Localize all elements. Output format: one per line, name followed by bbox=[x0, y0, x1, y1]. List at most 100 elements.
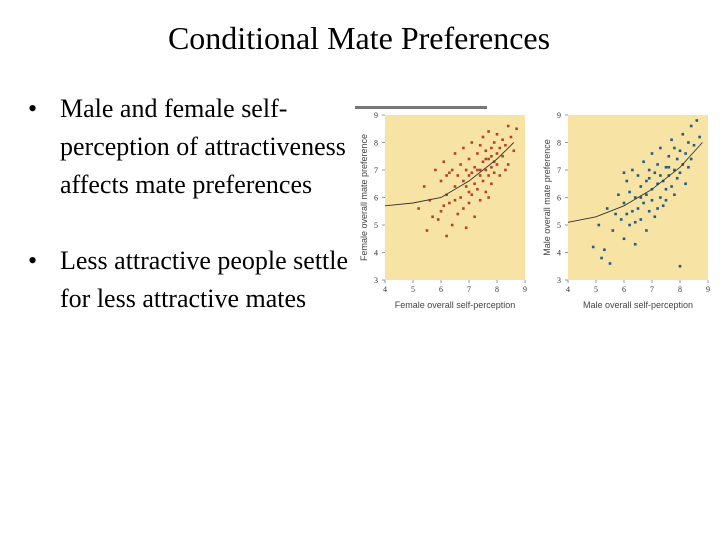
data-point bbox=[689, 157, 693, 161]
data-point bbox=[422, 185, 426, 188]
data-point bbox=[647, 176, 651, 180]
data-point bbox=[656, 163, 659, 166]
data-point bbox=[450, 168, 454, 172]
data-point bbox=[639, 185, 643, 188]
data-point bbox=[639, 196, 643, 199]
data-point bbox=[431, 215, 434, 219]
x-axis-label: Female overall self-perception bbox=[395, 300, 516, 310]
data-point bbox=[636, 207, 640, 210]
data-point bbox=[495, 163, 499, 166]
bullet-item: • Less attractive people settle for less… bbox=[28, 242, 358, 318]
data-point bbox=[467, 190, 471, 194]
data-point bbox=[459, 196, 462, 199]
scatter-figure: 4 5 6 7 8 9 3 4 5 6 7 8 9 Female overall self-percept… bbox=[355, 105, 720, 365]
data-point bbox=[645, 229, 648, 232]
y-tick-label: 4 bbox=[557, 249, 561, 258]
data-point bbox=[689, 124, 693, 128]
data-point bbox=[650, 152, 654, 155]
data-point bbox=[501, 154, 504, 158]
data-point bbox=[667, 154, 671, 158]
data-point bbox=[678, 264, 682, 268]
data-point bbox=[478, 143, 482, 147]
data-point bbox=[492, 171, 496, 175]
data-point bbox=[605, 207, 609, 210]
data-point bbox=[478, 174, 482, 177]
data-point bbox=[470, 193, 474, 197]
slide-title: Conditional Mate Preferences bbox=[167, 20, 551, 56]
data-point bbox=[645, 179, 648, 183]
data-point bbox=[664, 165, 668, 169]
data-point bbox=[487, 174, 490, 177]
x-tick-label: 6 bbox=[622, 285, 626, 294]
data-point bbox=[622, 201, 626, 205]
data-point bbox=[678, 171, 682, 175]
bullet-text: Less attractive people settle for less a… bbox=[60, 246, 349, 313]
data-point bbox=[653, 215, 657, 219]
data-point bbox=[445, 174, 448, 177]
data-point bbox=[664, 198, 668, 202]
data-point bbox=[622, 237, 626, 241]
data-point bbox=[478, 198, 482, 202]
x-tick-label: 8 bbox=[495, 285, 499, 294]
bullet-symbol: • bbox=[28, 246, 38, 275]
fit-curve bbox=[567, 142, 703, 223]
data-point bbox=[436, 218, 440, 221]
x-tick-label: 7 bbox=[467, 285, 471, 294]
data-point bbox=[675, 157, 679, 161]
data-point bbox=[434, 168, 437, 172]
y-tick-label: 8 bbox=[374, 139, 378, 148]
y-axis-label: Male overall mate preference bbox=[542, 139, 552, 256]
data-point bbox=[681, 132, 685, 136]
data-point bbox=[659, 174, 662, 177]
data-point bbox=[667, 174, 671, 177]
data-point bbox=[600, 256, 603, 260]
y-tick-label: 9 bbox=[557, 111, 561, 120]
bullet-text: Male and female self-perception of attra… bbox=[60, 94, 346, 199]
data-point bbox=[631, 209, 634, 213]
data-point bbox=[484, 190, 488, 194]
y-tick-label: 7 bbox=[374, 166, 378, 175]
data-point bbox=[650, 198, 654, 202]
data-point bbox=[611, 229, 615, 232]
data-point bbox=[481, 135, 485, 139]
data-point bbox=[628, 223, 631, 227]
data-point bbox=[659, 146, 662, 150]
data-point bbox=[487, 157, 490, 161]
data-point bbox=[481, 160, 485, 164]
data-point bbox=[642, 160, 645, 164]
y-tick-label: 5 bbox=[557, 221, 561, 230]
data-point bbox=[661, 204, 665, 208]
data-point bbox=[476, 187, 479, 191]
x-tick-label: 7 bbox=[650, 285, 654, 294]
data-point bbox=[656, 182, 659, 186]
data-point bbox=[453, 152, 457, 155]
data-point bbox=[490, 154, 493, 158]
data-point bbox=[490, 182, 493, 186]
data-point bbox=[462, 207, 465, 210]
data-point bbox=[484, 149, 488, 153]
data-point bbox=[464, 168, 468, 172]
data-point bbox=[470, 171, 474, 175]
data-point bbox=[695, 119, 699, 122]
data-point bbox=[645, 193, 648, 197]
data-point bbox=[670, 138, 673, 142]
data-point bbox=[664, 187, 668, 191]
data-point bbox=[464, 226, 468, 230]
x-tick-label: 4 bbox=[383, 285, 387, 294]
x-tick-label: 9 bbox=[706, 285, 710, 294]
data-point bbox=[467, 201, 471, 205]
data-point bbox=[484, 157, 488, 161]
data-point bbox=[442, 160, 446, 164]
data-point bbox=[495, 132, 499, 136]
bullet-list: • Male and female self-perception of att… bbox=[28, 90, 358, 356]
data-point bbox=[495, 152, 499, 155]
data-point bbox=[453, 185, 457, 188]
data-point bbox=[603, 248, 606, 252]
data-point bbox=[597, 223, 601, 227]
y-tick-label: 9 bbox=[374, 111, 378, 120]
y-tick-label: 6 bbox=[557, 194, 561, 203]
data-point bbox=[467, 157, 471, 161]
data-point bbox=[631, 168, 634, 172]
